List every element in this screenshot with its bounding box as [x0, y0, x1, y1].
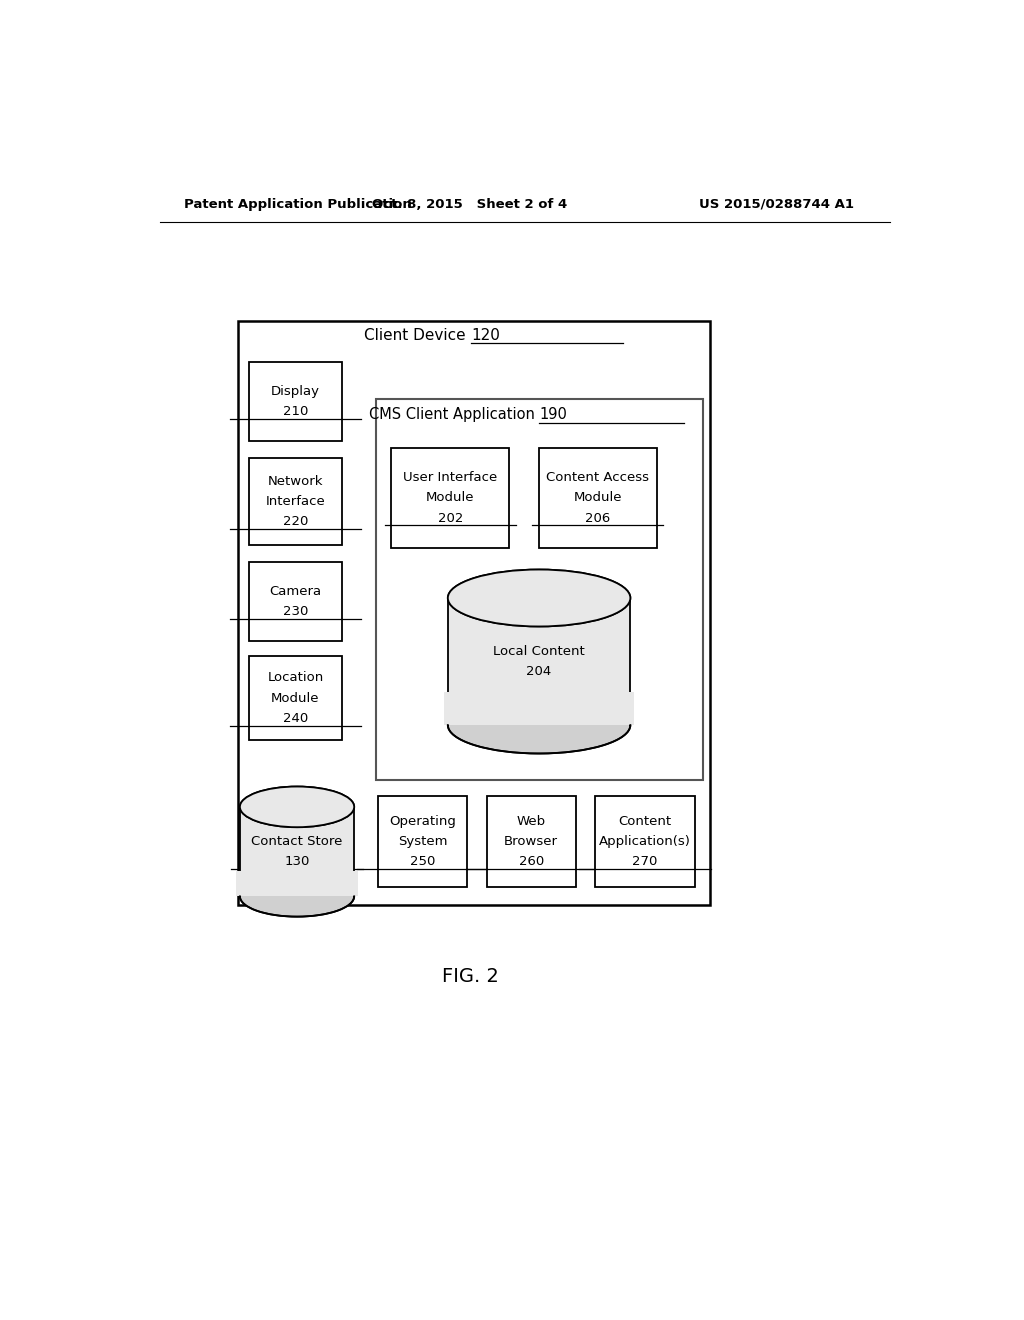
Text: Interface: Interface [265, 495, 326, 508]
Text: Content Access: Content Access [547, 471, 649, 484]
Text: FIG. 2: FIG. 2 [442, 968, 500, 986]
Text: 130: 130 [285, 855, 309, 869]
Ellipse shape [240, 876, 354, 916]
Text: CMS Client Application: CMS Client Application [369, 407, 539, 422]
Text: Module: Module [573, 491, 622, 504]
FancyBboxPatch shape [249, 562, 342, 642]
Text: Web: Web [516, 814, 546, 828]
Text: 270: 270 [633, 855, 657, 869]
Text: 210: 210 [283, 405, 308, 418]
Text: 240: 240 [283, 711, 308, 725]
Text: Module: Module [271, 692, 319, 705]
Text: Patent Application Publication: Patent Application Publication [183, 198, 412, 211]
Text: Display: Display [271, 384, 319, 397]
Text: Client Device: Client Device [365, 327, 471, 343]
Ellipse shape [447, 697, 631, 754]
Text: User Interface: User Interface [403, 471, 498, 484]
Ellipse shape [240, 787, 354, 828]
FancyBboxPatch shape [249, 362, 342, 441]
Text: 202: 202 [437, 512, 463, 525]
FancyBboxPatch shape [378, 796, 467, 887]
Polygon shape [447, 598, 631, 725]
Text: 230: 230 [283, 605, 308, 618]
Ellipse shape [240, 787, 354, 828]
Polygon shape [236, 871, 358, 896]
Text: Operating: Operating [389, 814, 456, 828]
FancyBboxPatch shape [376, 399, 703, 780]
FancyBboxPatch shape [595, 796, 694, 887]
FancyBboxPatch shape [539, 447, 656, 548]
Text: Network: Network [267, 475, 324, 487]
Text: 206: 206 [585, 512, 610, 525]
Text: Content: Content [618, 814, 672, 828]
Polygon shape [443, 692, 634, 725]
Text: Local Content: Local Content [494, 645, 585, 657]
Text: Location: Location [267, 672, 324, 684]
Text: 250: 250 [410, 855, 435, 869]
Text: Module: Module [426, 491, 474, 504]
Text: US 2015/0288744 A1: US 2015/0288744 A1 [699, 198, 854, 211]
FancyBboxPatch shape [249, 656, 342, 739]
Text: 120: 120 [471, 327, 500, 343]
Text: Oct. 8, 2015   Sheet 2 of 4: Oct. 8, 2015 Sheet 2 of 4 [372, 198, 567, 211]
Text: 220: 220 [283, 515, 308, 528]
Ellipse shape [447, 569, 631, 627]
Text: Browser: Browser [504, 836, 558, 847]
Text: System: System [397, 836, 447, 847]
Text: 260: 260 [518, 855, 544, 869]
Text: Contact Store: Contact Store [251, 836, 343, 847]
FancyBboxPatch shape [238, 321, 710, 906]
FancyBboxPatch shape [486, 796, 575, 887]
Text: Application(s): Application(s) [599, 836, 691, 847]
Polygon shape [240, 807, 354, 896]
Text: 204: 204 [526, 665, 552, 678]
Ellipse shape [447, 569, 631, 627]
FancyBboxPatch shape [391, 447, 509, 548]
FancyBboxPatch shape [249, 458, 342, 545]
Text: Camera: Camera [269, 585, 322, 598]
Text: 190: 190 [539, 407, 567, 422]
